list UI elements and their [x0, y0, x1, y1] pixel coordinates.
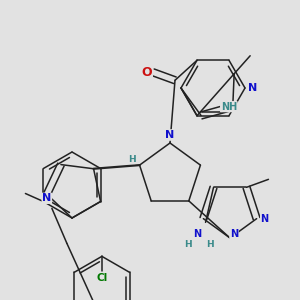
Text: H: H [206, 240, 213, 249]
Text: H: H [206, 240, 213, 249]
Text: N: N [194, 229, 202, 239]
Text: N: N [42, 194, 52, 203]
Text: NH: NH [220, 102, 237, 112]
Text: H: H [128, 154, 135, 164]
Text: N: N [261, 214, 269, 224]
Text: N: N [248, 83, 258, 93]
Text: N: N [248, 83, 258, 93]
Text: N: N [230, 229, 238, 239]
Text: N: N [165, 130, 175, 140]
Text: H: H [128, 154, 135, 164]
Text: H: H [184, 240, 191, 249]
Text: H: H [184, 240, 191, 249]
Text: O: O [142, 66, 152, 79]
Text: N: N [165, 130, 175, 140]
Text: NH: NH [220, 102, 237, 112]
Text: O: O [142, 66, 152, 79]
Text: Cl: Cl [96, 273, 107, 284]
Text: N: N [230, 229, 238, 239]
Text: Cl: Cl [96, 273, 107, 284]
Text: N: N [261, 214, 269, 224]
Text: N: N [42, 194, 52, 203]
Text: N: N [194, 229, 202, 239]
